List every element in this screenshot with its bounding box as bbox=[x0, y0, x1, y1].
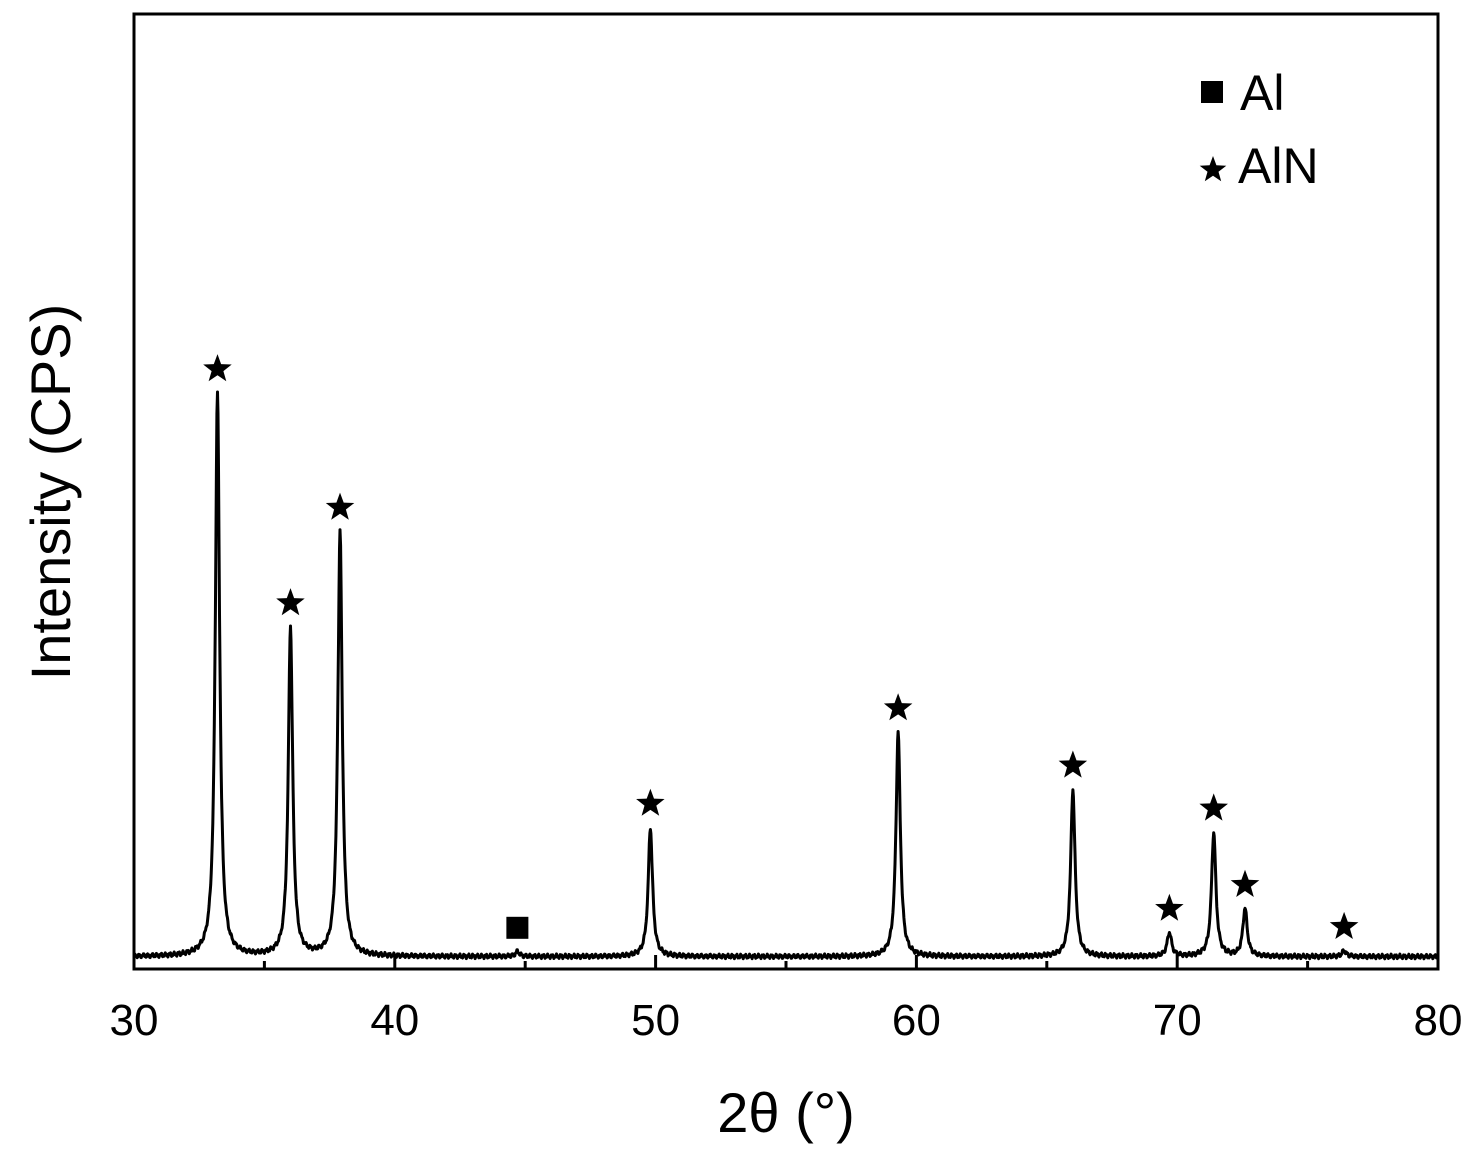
legend-aln-label: AlN bbox=[1238, 138, 1319, 194]
al-peak-square-marker bbox=[506, 917, 528, 939]
legend-al-square-icon bbox=[1201, 81, 1223, 103]
y-axis-label: Intensity (CPS) bbox=[19, 304, 82, 681]
x-tick-label: 60 bbox=[892, 996, 941, 1045]
x-axis-label: 2θ (°) bbox=[717, 1081, 855, 1144]
x-tick-label: 70 bbox=[1153, 996, 1202, 1045]
x-tick-label: 80 bbox=[1414, 996, 1463, 1045]
x-tick-label: 40 bbox=[370, 996, 419, 1045]
x-tick-label: 50 bbox=[631, 996, 680, 1045]
x-tick-label: 30 bbox=[110, 996, 159, 1045]
legend-al-label: Al bbox=[1240, 65, 1284, 121]
